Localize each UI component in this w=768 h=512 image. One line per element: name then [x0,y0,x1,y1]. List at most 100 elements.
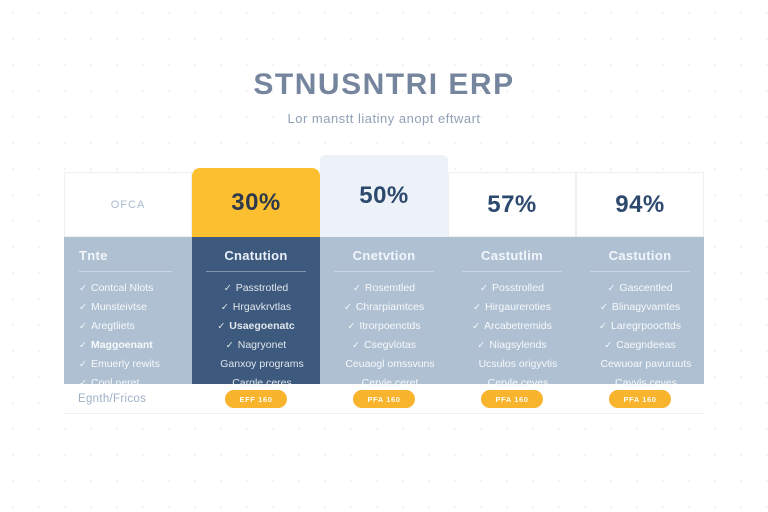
divider [590,271,690,272]
header-cell-plan-4: 94% [576,172,704,237]
header-cell-plan-1: 30% [192,168,320,237]
feature-text: Blinagyvamtes [611,301,681,313]
feature-text: Itrorpoenctds [359,320,421,332]
page-header: STNUSNTRI ERP Lor manstt liatiny anopt e… [0,68,768,126]
feature-text: Emuerly rewits [90,358,160,370]
footer-cell-plan-4: PFA 160 [576,384,704,414]
feature-text: Aregtliets [90,320,135,332]
feature-text: Ganxoy programs [220,358,304,370]
plan-1-cta-button[interactable]: EFF 160 [225,390,287,408]
feature-item: ✓ Niagsylends [448,336,576,355]
feature-item: ✓ Blinagyvamtes [576,298,704,317]
check-icon: ✓ [607,283,616,294]
plan-1-percent: 30% [231,188,281,216]
check-icon: ✓ [220,302,229,313]
feature-item: ✓ Laregrpoocttds [576,317,704,336]
check-icon: ✓ [223,283,232,294]
check-icon: ✓ [473,302,481,313]
plan-4-cta-button[interactable]: PFA 160 [609,390,671,408]
feature-text: Chrarpiamtces [355,301,425,313]
footer-row: Egnth/Fricos EFF 160 PFA 160 PFA 160 PFA… [64,384,704,414]
check-icon: ✓ [352,283,361,294]
feature-item: ✓ Usaegoenatc [192,317,320,336]
column-title: Cnetvtion [352,248,416,263]
footer-cell-plan-1: EFF 160 [192,384,320,414]
feature-text: Posstrolled [492,282,544,294]
check-icon: ✓ [477,340,486,351]
feature-item: ✓Ucsulos origyvtis [448,355,576,374]
check-icon: ✓ [480,283,488,294]
feature-text: Cayyls ceves [615,377,677,384]
feature-item: ✓Cewuoar pavuruuts [576,355,704,374]
feature-item: ✓Cayyls ceves [576,374,704,384]
plan-2-cta-button[interactable]: PFA 160 [353,390,415,408]
divider [462,271,562,272]
check-icon: ✓ [79,359,87,370]
feature-text: Passtrotled [235,282,289,294]
feature-item: ✓ Posstrolled [448,279,576,298]
pricing-table: OFCA 30% 50% 57% 94% Tnte ✓ Contcal Nlots… [64,155,704,415]
plan-2-percent: 50% [359,182,409,209]
feature-column-plan-4: Castution ✓ Gascentled ✓ Blinagyvamtes ✓ La… [576,237,704,384]
page-subtitle: Lor manstt liatiny anopt eftwart [287,111,481,126]
feature-text: Laregrpoocttds [610,320,681,332]
plan-3-cta-button[interactable]: PFA 160 [481,390,543,408]
feature-text: Nagryonet [237,339,287,351]
feature-text: Hirgaureroties [485,301,551,313]
feature-text: Ucsulos origyvtis [478,358,558,370]
feature-text: Ceryle ceret [361,377,419,384]
feature-item: ✓ Nagryonet [192,336,320,355]
feature-item: ✓ Itrorpoenctds [320,317,448,336]
feature-item: ✓ Hirgaureroties [448,298,576,317]
check-icon: ✓ [79,302,87,313]
feature-item: ✓Ceuaogl omssvuns [320,355,448,374]
feature-column-label: Tnte ✓ Contcal Nlots ✓ Munsteivtse ✓ Aregtl… [64,237,192,384]
check-icon: ✓ [343,302,352,313]
column-title: Tnte [79,248,108,263]
feature-item: ✓ Maggoenant [79,336,192,355]
column-title: Castution [608,248,672,263]
feature-item: ✓ Cogl neret [79,374,192,384]
feature-text: Arcabetremids [484,320,552,332]
feature-text: Gascentled [619,282,673,294]
divider [79,271,172,272]
feature-column-plan-3: Castutlim ✓ Posstrolled ✓ Hirgaureroties ✓… [448,237,576,384]
check-icon: ✓ [79,378,87,384]
feature-item: ✓ Rosemtled [320,279,448,298]
footer-label-cell: Egnth/Fricos [64,384,192,414]
feature-item: ✓Ceryle ceret [320,374,448,384]
feature-text: Usaegoenatc [229,320,295,332]
feature-item: ✓ Caegndeeas [576,336,704,355]
check-icon: ✓ [472,321,481,332]
feature-item: ✓Ganxoy programs [192,355,320,374]
feature-text: Maggoenant [90,339,153,351]
check-icon: ✓ [352,340,360,351]
feature-column-plan-1: Cnatution ✓ Passtrotled ✓ Hrgavkrvtlas ✓ Us… [192,237,320,389]
feature-text: Cewuoar pavuruuts [600,358,692,370]
pricing-footer-label: Egnth/Fricos [78,393,147,405]
header-cell-label: OFCA [64,172,192,237]
column-title: Castutlim [481,248,543,263]
divider [334,271,434,272]
feature-item: ✓ Chrarpiamtces [320,298,448,317]
check-icon: ✓ [79,283,87,294]
check-icon: ✓ [79,321,87,332]
feature-text: Hrgavkrvtlas [232,301,292,313]
header-cell-plan-3: 57% [448,172,576,237]
footer-cell-plan-2: PFA 160 [320,384,448,414]
feature-item: ✓ Csegvlotas [320,336,448,355]
check-icon: ✓ [79,340,87,351]
feature-text: Ceuaogl omssvuns [345,358,435,370]
check-icon: ✓ [604,340,613,351]
feature-item: ✓ Munsteivtse [79,298,192,317]
check-icon: ✓ [599,302,608,313]
feature-item: ✓ Passtrotled [192,279,320,298]
label-column-header: OFCA [110,198,146,211]
check-icon: ✓ [347,321,356,332]
check-icon: ✓ [598,321,607,332]
plan-3-percent: 57% [487,190,537,218]
feature-item: ✓ Emuerly rewits [79,355,192,374]
plan-4-percent: 94% [615,190,665,218]
feature-text: Niagsylends [489,339,547,351]
